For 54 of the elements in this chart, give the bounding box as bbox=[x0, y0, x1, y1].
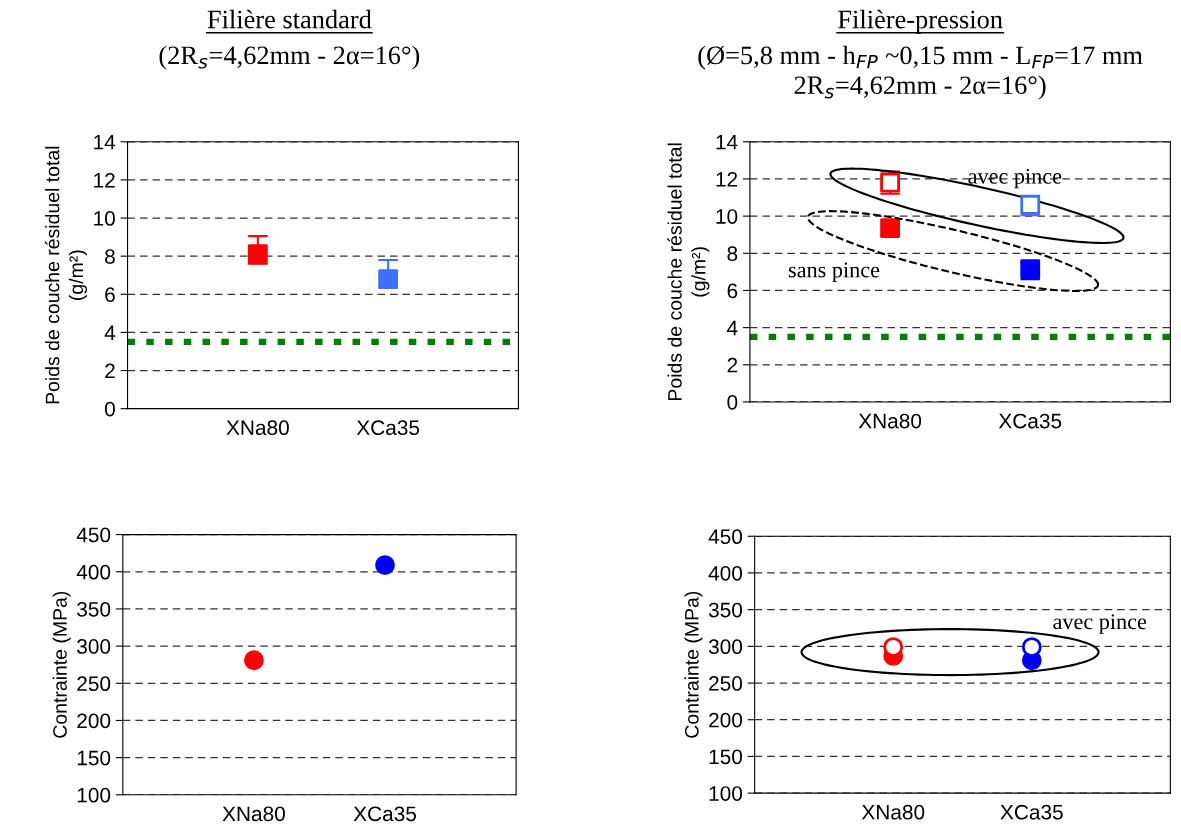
y-axis-title: Contrainte (MPa) bbox=[684, 591, 703, 738]
y-tick-label: 350 bbox=[77, 601, 111, 617]
y-tick-label: 10 bbox=[716, 209, 738, 224]
y-tick-label: 12 bbox=[94, 172, 115, 188]
y-tick-label: 300 bbox=[708, 639, 743, 655]
y-tick-label: 450 bbox=[76, 527, 111, 543]
y-tick-label: 14 bbox=[716, 135, 738, 150]
x-tick-label: XNa80 bbox=[226, 420, 289, 436]
y-tick-label: 8 bbox=[105, 249, 115, 264]
y-tick-label: 4 bbox=[727, 320, 738, 336]
y-tick-label: 150 bbox=[77, 750, 111, 766]
chart-subtitle: (2R$_{s}$=4,62mm - 2α=16°) bbox=[159, 45, 420, 70]
y-axis-title: Poids de couche résiduel total (g/m²) bbox=[667, 143, 710, 400]
y-tick-label: 250 bbox=[77, 676, 111, 692]
x-tick-label: XNa80 bbox=[858, 413, 922, 429]
y-tick-label: 2 bbox=[727, 357, 738, 373]
y-tick-label: 400 bbox=[708, 565, 743, 581]
x-tick-label: XNa80 bbox=[861, 804, 925, 820]
annotation: sans pince bbox=[788, 262, 880, 282]
x-tick-label: XCa35 bbox=[356, 420, 420, 436]
y-tick-label: 250 bbox=[709, 676, 743, 691]
y-tick-label: 150 bbox=[709, 749, 743, 765]
y-tick-label: 0 bbox=[727, 394, 738, 410]
y-tick-label: 14 bbox=[94, 135, 116, 150]
y-tick-label: 200 bbox=[709, 712, 743, 728]
point bbox=[883, 637, 904, 657]
y-tick-label: 8 bbox=[727, 246, 738, 262]
point bbox=[880, 218, 900, 239]
y-tick-label: 0 bbox=[104, 401, 115, 417]
y-tick-label: 2 bbox=[105, 363, 115, 379]
y-tick-label: 12 bbox=[716, 171, 738, 187]
y-tick-label: 300 bbox=[77, 639, 111, 654]
chart-title: Filière-pression bbox=[838, 9, 1003, 34]
y-tick-label: 6 bbox=[105, 287, 115, 303]
y-tick-label: 450 bbox=[708, 529, 743, 545]
x-tick-label: XCa35 bbox=[353, 806, 416, 822]
y-tick-label: 100 bbox=[77, 787, 111, 803]
y-axis-title: Poids de couche résiduel total (g/m²) bbox=[44, 146, 88, 404]
y-axis-title: Contrainte (MPa) bbox=[52, 591, 71, 738]
y-tick-label: 100 bbox=[709, 786, 743, 801]
x-tick-label: XNa80 bbox=[222, 806, 285, 822]
point bbox=[1021, 637, 1042, 657]
chart-title: Filière standard bbox=[207, 9, 372, 29]
y-tick-label: 350 bbox=[708, 602, 743, 618]
x-tick-label: XCa35 bbox=[998, 413, 1062, 429]
y-tick-label: 200 bbox=[77, 713, 111, 729]
y-tick-label: 10 bbox=[94, 211, 115, 226]
text: (Ø=5,8 mm - h$_{FP}$ ~0,15 mm - L$_{FP}$=17 mm 2R$_{s}$=4,62mm - 2α=16°) bbox=[698, 45, 1143, 100]
y-tick-label: 400 bbox=[76, 564, 111, 580]
y-tick-label: 6 bbox=[727, 283, 738, 299]
x-tick-label: XCa35 bbox=[1000, 804, 1063, 820]
annotation: avec pince bbox=[968, 168, 1062, 189]
annotation: avec pince bbox=[1053, 614, 1147, 634]
y-tick-label: 4 bbox=[104, 325, 116, 340]
